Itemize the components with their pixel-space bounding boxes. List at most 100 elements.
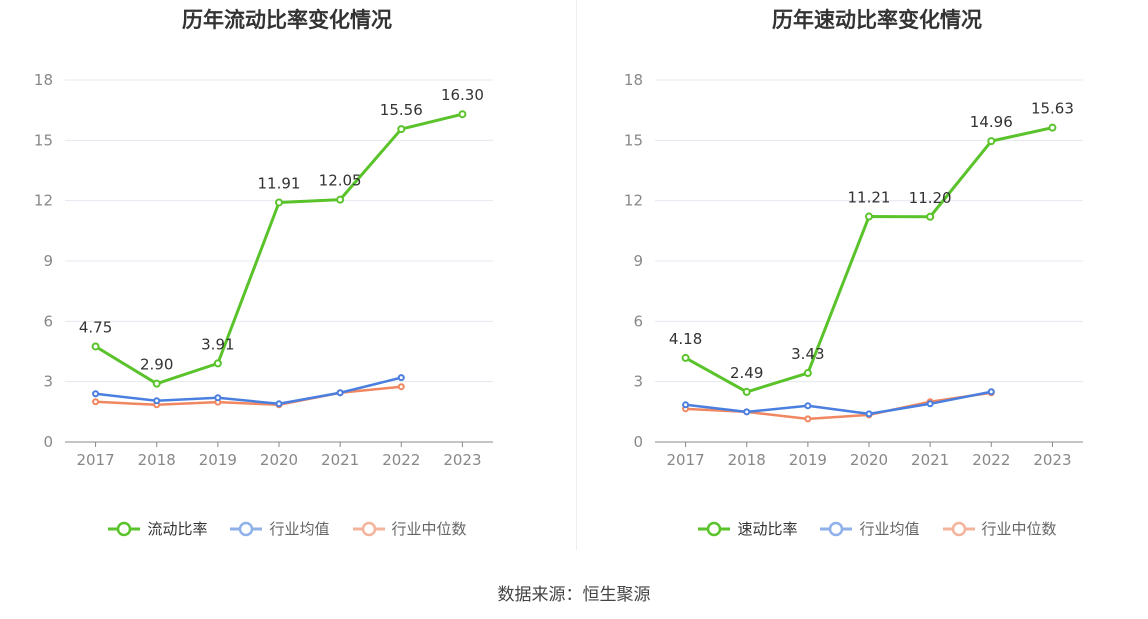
data-label: 3.91: [201, 335, 234, 353]
chart-title: 历年速动比率变化情况: [772, 8, 982, 32]
series-line: [95, 376, 402, 406]
y-tick-label: 3: [633, 373, 643, 391]
x-tick-label: 2023: [1033, 451, 1071, 469]
data-point: [336, 195, 345, 204]
data-point: [804, 402, 812, 410]
series-line: [685, 390, 992, 416]
x-tick-label: 2017: [666, 451, 704, 469]
data-point: [397, 125, 406, 134]
y-tick-label: 6: [43, 312, 53, 330]
x-tick-label: 2020: [850, 451, 888, 469]
legend-item-industry-average[interactable]: 行业均值: [819, 518, 920, 539]
y-tick-label: 0: [633, 433, 643, 451]
data-label: 11.20: [909, 189, 952, 207]
y-tick-label: 9: [633, 252, 643, 270]
x-tick-label: 2022: [382, 451, 420, 469]
series-line: [94, 112, 463, 386]
legend-item-quick-ratio[interactable]: 速动比率: [697, 518, 797, 539]
legend-line-icon: [820, 521, 853, 536]
data-point: [92, 398, 100, 406]
quick-ratio-chart: 0 3 6 9 12 15 18 2017 2018 2019 2020 2021 2022 2023 4.…: [624, 71, 1083, 469]
data-point: [92, 390, 100, 398]
data-label: 4.75: [79, 318, 112, 336]
x-tick-label: 2021: [911, 451, 949, 469]
data-point: [214, 394, 222, 402]
series-line: [684, 126, 1053, 394]
legend-label: 行业中位数: [981, 520, 1057, 538]
data-point: [397, 374, 405, 382]
y-tick-label: 18: [624, 71, 643, 89]
legend: 流动比率 行业均值 行业中位数: [0, 518, 574, 539]
legend-label: 行业均值: [859, 520, 920, 538]
data-label: 12.05: [319, 172, 362, 190]
legend-item-industry-median[interactable]: 行业中位数: [942, 518, 1057, 539]
data-point: [926, 400, 934, 408]
legend-line-icon: [942, 521, 975, 536]
data-label: 4.18: [669, 330, 702, 348]
x-tick-label: 2018: [728, 451, 766, 469]
legend: 速动比率 行业均值 行业中位数: [590, 518, 1148, 539]
y-tick-label: 3: [43, 373, 53, 391]
legend-line-icon: [230, 521, 263, 536]
y-tick-label: 15: [34, 131, 53, 149]
data-point: [987, 137, 996, 146]
legend-marker: [361, 521, 376, 536]
x-tick-label: 2019: [199, 451, 237, 469]
data-point: [213, 359, 222, 368]
legend-line-icon: [698, 521, 731, 536]
series-line: [95, 385, 402, 407]
legend-marker: [951, 521, 966, 536]
panel-divider: [576, 0, 577, 550]
data-point: [153, 397, 161, 405]
legend-label: 流动比率: [147, 520, 208, 538]
data-point: [397, 383, 405, 391]
chart-title: 历年流动比率变化情况: [182, 8, 392, 32]
x-tick-label: 2023: [443, 451, 481, 469]
data-point: [152, 379, 161, 388]
data-point: [987, 388, 995, 396]
data-point: [743, 408, 751, 416]
data-point: [1048, 123, 1057, 132]
data-source-note: 数据来源：恒生聚源: [497, 585, 651, 605]
data-label: 15.63: [1031, 100, 1074, 118]
data-point: [275, 400, 283, 408]
data-label: 2.90: [140, 356, 173, 374]
data-label: 14.96: [970, 113, 1013, 131]
y-tick-label: 18: [34, 71, 53, 89]
legend-item-current-ratio[interactable]: 流动比率: [107, 518, 207, 539]
legend-label: 速动比率: [737, 520, 798, 538]
data-label: 16.30: [441, 86, 484, 104]
x-tick-label: 2021: [321, 451, 359, 469]
data-point: [458, 110, 467, 119]
data-label: 2.49: [730, 364, 763, 382]
legend-marker: [239, 521, 254, 536]
y-tick-label: 6: [633, 312, 643, 330]
x-tick-label: 2019: [789, 451, 827, 469]
legend-marker: [707, 521, 722, 536]
data-label: 15.56: [380, 101, 423, 119]
legend-item-industry-average[interactable]: 行业均值: [229, 518, 330, 539]
legend-label: 行业中位数: [391, 520, 467, 538]
y-tick-label: 12: [34, 192, 53, 210]
data-point: [336, 389, 344, 397]
series-line: [685, 391, 992, 421]
data-point: [91, 342, 100, 351]
y-tick-label: 12: [624, 192, 643, 210]
data-point: [681, 353, 690, 362]
x-tick-label: 2018: [138, 451, 176, 469]
current-ratio-chart: 0 3 6 9 12 15 18 2017 2018 2019 2020 2021 2022 2023 4.…: [34, 71, 493, 469]
data-label: 3.43: [791, 345, 824, 363]
legend-marker: [829, 521, 844, 536]
left-chart-panel: 历年流动比率变化情况 0 3 6 9 12 15 18 2017 2018 2019 2020 202…: [0, 0, 574, 560]
y-tick-label: 0: [43, 433, 53, 451]
x-tick-label: 2022: [972, 451, 1010, 469]
data-label: 11.21: [848, 189, 891, 207]
data-point: [865, 410, 873, 418]
data-point: [803, 369, 812, 378]
y-tick-label: 9: [43, 252, 53, 270]
legend-item-industry-median[interactable]: 行业中位数: [352, 518, 467, 539]
x-tick-label: 2017: [76, 451, 114, 469]
legend-line-icon: [352, 521, 385, 536]
x-tick-label: 2020: [260, 451, 298, 469]
y-tick-label: 15: [624, 131, 643, 149]
